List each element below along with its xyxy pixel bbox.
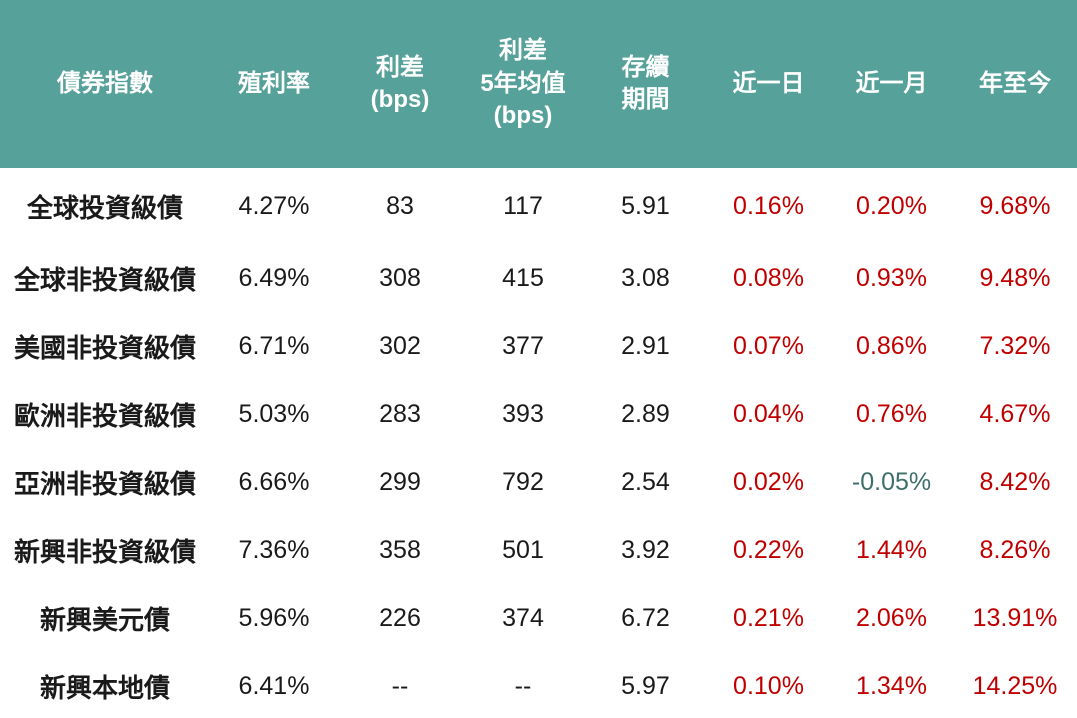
duration-cell: 2.54 bbox=[621, 467, 670, 496]
duration-cell: 5.91 bbox=[621, 191, 670, 220]
change-ytd-cell: 9.68% bbox=[979, 191, 1051, 220]
change-1m-cell: 0.76% bbox=[856, 399, 927, 428]
change-1m-cell: 2.06% bbox=[856, 603, 927, 632]
change-1d-cell: 0.16% bbox=[733, 191, 804, 220]
table-row: 亞洲非投資級債 6.66% 299 792 2.54 0.02% -0.05% … bbox=[0, 448, 1077, 516]
change-1m-cell: -0.05% bbox=[851, 467, 932, 496]
change-1m-cell: 1.34% bbox=[856, 671, 927, 700]
change-ytd-cell: 4.67% bbox=[979, 399, 1051, 428]
col-header-yield: 殖利率 bbox=[210, 0, 338, 168]
yield-cell: 6.49% bbox=[238, 263, 310, 292]
change-1d-cell: 0.21% bbox=[733, 603, 804, 632]
table-row: 全球非投資級債 6.49% 308 415 3.08 0.08% 0.93% 9… bbox=[0, 244, 1077, 312]
col-header-spread-bps: 利差 (bps) bbox=[338, 0, 462, 168]
change-1d-cell: 0.07% bbox=[733, 331, 804, 360]
yield-cell: 6.41% bbox=[238, 671, 310, 700]
change-1d-cell: 0.22% bbox=[733, 535, 804, 564]
bond-index-name: 新興美元債 bbox=[39, 604, 170, 635]
spread-5y-avg-cell: 501 bbox=[502, 535, 544, 564]
yield-cell: 4.27% bbox=[238, 191, 310, 220]
spread-5y-avg-cell: 393 bbox=[502, 399, 544, 428]
yield-cell: 6.66% bbox=[238, 467, 310, 496]
bond-index-name: 亞洲非投資級債 bbox=[13, 468, 196, 499]
duration-cell: 3.92 bbox=[621, 535, 670, 564]
yield-cell: 6.71% bbox=[238, 331, 310, 360]
bond-index-name: 美國非投資級債 bbox=[13, 332, 196, 363]
table-row: 美國非投資級債 6.71% 302 377 2.91 0.07% 0.86% 7… bbox=[0, 312, 1077, 380]
bond-index-name: 新興本地債 bbox=[39, 672, 170, 703]
col-header-bond-index: 債券指數 bbox=[0, 0, 210, 168]
duration-cell: 2.89 bbox=[621, 399, 670, 428]
spread-cell: 283 bbox=[379, 399, 421, 428]
spread-5y-avg-cell: 117 bbox=[503, 191, 543, 220]
spread-5y-avg-cell: -- bbox=[514, 671, 532, 700]
change-ytd-cell: 14.25% bbox=[972, 671, 1058, 700]
table-header: 債券指數 殖利率 利差 (bps) 利差 5年均值 (bps) 存續 期間 近一… bbox=[0, 0, 1077, 168]
change-ytd-cell: 9.48% bbox=[979, 263, 1051, 292]
spread-5y-avg-cell: 377 bbox=[502, 331, 544, 360]
change-1m-cell: 0.93% bbox=[856, 263, 927, 292]
duration-cell: 6.72 bbox=[621, 603, 670, 632]
change-1m-cell: 0.86% bbox=[856, 331, 927, 360]
col-header-change-1d: 近一日 bbox=[707, 0, 830, 168]
change-ytd-cell: 8.26% bbox=[979, 535, 1051, 564]
spread-cell: 308 bbox=[379, 263, 421, 292]
spread-cell: 83 bbox=[386, 191, 414, 220]
spread-cell: 299 bbox=[379, 467, 421, 496]
change-1m-cell: 1.44% bbox=[856, 535, 927, 564]
table-row: 新興本地債 6.41% -- -- 5.97 0.10% 1.34% 14.25… bbox=[0, 652, 1077, 718]
change-1d-cell: 0.10% bbox=[733, 671, 804, 700]
table-body: 全球投資級債 4.27% 83 117 5.91 0.16% 0.20% 9.6… bbox=[0, 168, 1077, 718]
change-1d-cell: 0.08% bbox=[733, 263, 804, 292]
col-header-duration: 存續 期間 bbox=[584, 0, 707, 168]
header-row: 債券指數 殖利率 利差 (bps) 利差 5年均值 (bps) 存續 期間 近一… bbox=[0, 0, 1077, 168]
col-header-change-1m: 近一月 bbox=[830, 0, 953, 168]
bond-index-name: 全球非投資級債 bbox=[13, 264, 196, 295]
yield-cell: 5.03% bbox=[238, 399, 310, 428]
change-ytd-cell: 8.42% bbox=[979, 467, 1051, 496]
duration-cell: 5.97 bbox=[621, 671, 670, 700]
col-header-spread-5y-avg: 利差 5年均值 (bps) bbox=[462, 0, 584, 168]
table-row: 歐洲非投資級債 5.03% 283 393 2.89 0.04% 0.76% 4… bbox=[0, 380, 1077, 448]
yield-cell: 5.96% bbox=[238, 603, 310, 632]
change-1d-cell: 0.02% bbox=[733, 467, 804, 496]
change-1d-cell: 0.04% bbox=[733, 399, 804, 428]
spread-cell: 226 bbox=[379, 603, 421, 632]
bond-index-name: 新興非投資級債 bbox=[13, 536, 196, 567]
spread-cell: 358 bbox=[379, 535, 421, 564]
table-row: 新興非投資級債 7.36% 358 501 3.92 0.22% 1.44% 8… bbox=[0, 516, 1077, 584]
col-header-change-ytd: 年至今 bbox=[953, 0, 1077, 168]
yield-cell: 7.36% bbox=[238, 535, 310, 564]
bond-index-name: 歐洲非投資級債 bbox=[13, 400, 196, 431]
spread-5y-avg-cell: 415 bbox=[502, 263, 544, 292]
bond-index-name: 全球投資級債 bbox=[26, 192, 183, 223]
duration-cell: 2.91 bbox=[621, 331, 670, 360]
change-ytd-cell: 7.32% bbox=[979, 331, 1051, 360]
table-row: 新興美元債 5.96% 226 374 6.72 0.21% 2.06% 13.… bbox=[0, 584, 1077, 652]
change-1m-cell: 0.20% bbox=[856, 191, 927, 220]
table-row: 全球投資級債 4.27% 83 117 5.91 0.16% 0.20% 9.6… bbox=[0, 168, 1077, 244]
duration-cell: 3.08 bbox=[621, 263, 670, 292]
spread-5y-avg-cell: 374 bbox=[502, 603, 544, 632]
spread-cell: -- bbox=[391, 671, 409, 700]
spread-5y-avg-cell: 792 bbox=[502, 467, 544, 496]
spread-cell: 302 bbox=[379, 331, 421, 360]
change-ytd-cell: 13.91% bbox=[972, 603, 1058, 632]
